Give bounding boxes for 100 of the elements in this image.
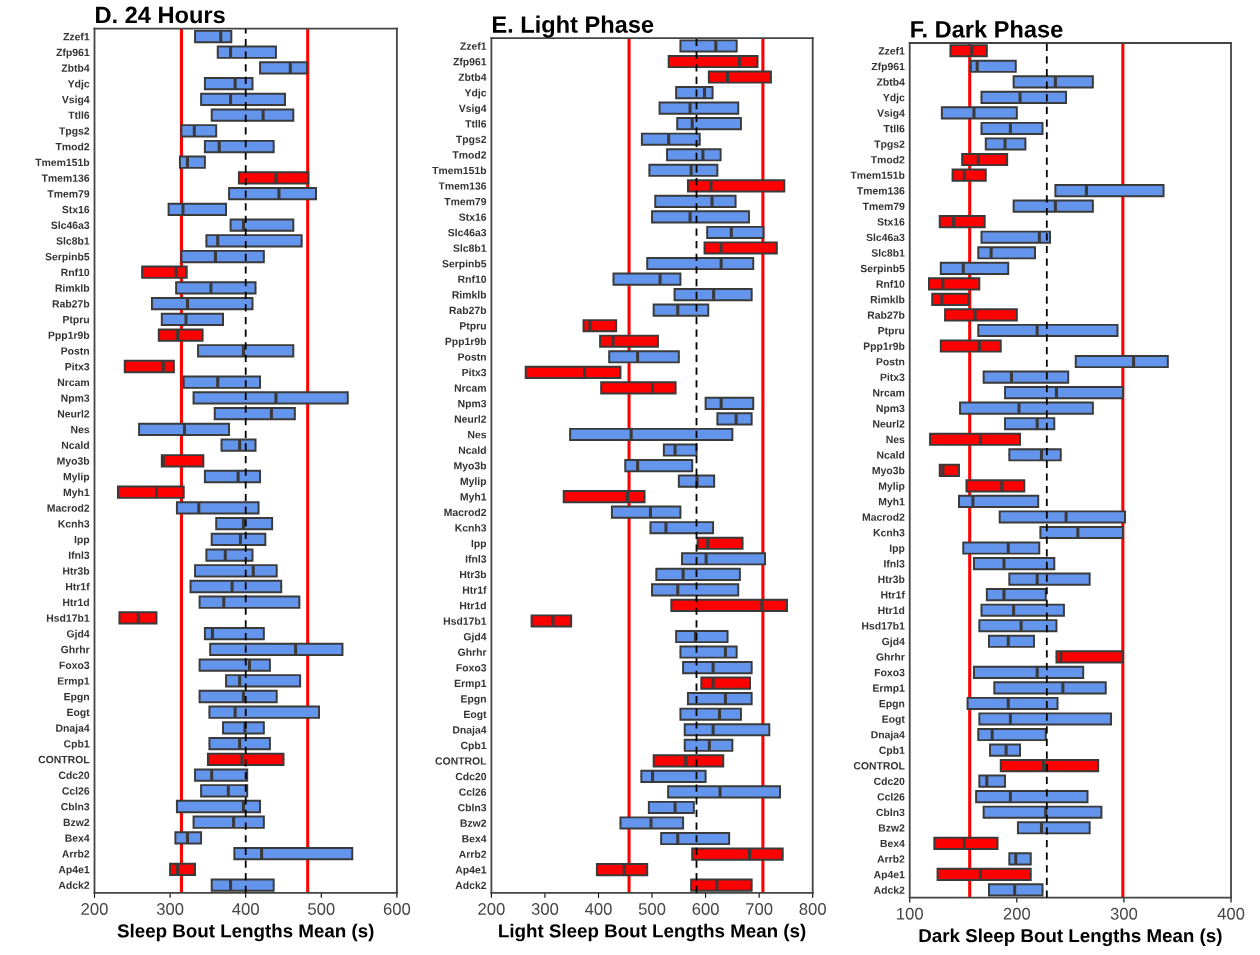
y-tick-label: Epgn xyxy=(879,700,905,710)
y-tick-label: Vsig4 xyxy=(458,104,487,115)
y-tick-label: Neurl2 xyxy=(454,415,487,423)
y-tick-label: Rab27b xyxy=(449,306,487,315)
y-tick-label: Kcnh3 xyxy=(58,519,90,528)
y-tick-label: Htr1f xyxy=(462,586,487,594)
y-tick-label: Myo3b xyxy=(57,457,90,467)
y-tick-label: Ipp xyxy=(471,539,487,550)
y-tick-label: Mylip xyxy=(460,477,487,488)
y-tick-label: Nrcam xyxy=(454,384,486,392)
y-tick-label: Slc8b1 xyxy=(56,237,90,245)
y-tick-label: Cdc20 xyxy=(58,771,90,779)
y-tick-label: Tmod2 xyxy=(870,155,905,164)
x-tick-label: 500 xyxy=(638,903,666,915)
y-tick-label: Ncald xyxy=(61,441,89,449)
y-tick-label: Macrod2 xyxy=(444,508,487,517)
y-tick-label: Hsd17b1 xyxy=(46,614,90,622)
x-axis-title: Dark Sleep Bout Lengths Mean (s) xyxy=(919,928,1222,947)
y-tick-label: Rimklb xyxy=(55,284,90,292)
y-tick-label: Cpb1 xyxy=(64,739,90,750)
y-tick-label: Ipp xyxy=(74,535,90,546)
x-tick-label: 300 xyxy=(531,903,559,915)
y-tick-label: Bzw2 xyxy=(878,824,905,832)
y-tick-label: Tmod2 xyxy=(55,142,90,151)
y-tick-label: Ppp1r9b xyxy=(445,337,487,348)
y-tick-label: Dnaja4 xyxy=(453,725,487,736)
y-tick-label: Ydjc xyxy=(464,88,487,99)
y-tick-label: Ydjc xyxy=(883,93,905,104)
x-tick-label: 800 xyxy=(799,903,826,915)
y-tick-label: Macrod2 xyxy=(862,513,905,521)
y-tick-label: Arrb2 xyxy=(62,849,90,858)
y-tick-label: Ermp1 xyxy=(873,684,905,694)
y-tick-label: Bzw2 xyxy=(460,819,487,827)
y-tick-label: Ifnl3 xyxy=(884,559,905,568)
y-tick-label: Myh1 xyxy=(63,488,90,499)
y-tick-label: Htr3b xyxy=(878,575,905,584)
y-tick-label: Npm3 xyxy=(876,404,905,415)
y-tick-label: Rab27b xyxy=(52,299,90,308)
y-tick-label: Slc46a3 xyxy=(51,221,90,229)
y-tick-label: Npm3 xyxy=(61,394,90,404)
y-tick-label: Dnaja4 xyxy=(871,730,905,741)
y-tick-label: Cpb1 xyxy=(879,746,905,756)
y-tick-label: Vsig4 xyxy=(61,95,90,106)
y-tick-label: Mylip xyxy=(878,482,905,492)
y-tick-label: Cbln3 xyxy=(458,803,487,812)
y-tick-label: Ifnl3 xyxy=(68,551,90,559)
y-tick-label: Rimklb xyxy=(870,295,905,304)
y-tick-label: Zzef1 xyxy=(878,46,905,55)
y-tick-label: Tpgs2 xyxy=(59,127,90,137)
y-tick-label: Nes xyxy=(468,431,487,439)
y-tick-label: Ttll6 xyxy=(883,124,905,133)
y-tick-label: Gjd4 xyxy=(463,632,487,643)
y-tick-label: Zbtb4 xyxy=(458,73,487,81)
y-tick-label: Rnf10 xyxy=(876,280,905,288)
y-tick-label: Stx16 xyxy=(459,213,487,221)
y-tick-label: Ccl26 xyxy=(459,788,487,796)
y-tick-label: Tmem136 xyxy=(41,174,90,182)
y-tick-label: Tmem136 xyxy=(856,187,905,195)
y-tick-label: Ncald xyxy=(877,451,905,459)
y-tick-label: Ermp1 xyxy=(454,679,487,690)
x-tick-label: 700 xyxy=(746,903,773,915)
y-tick-label: Htr1d xyxy=(63,598,89,607)
y-tick-label: Slc8b1 xyxy=(871,249,905,257)
y-tick-label: Ccl26 xyxy=(877,792,905,801)
y-tick-label: Foxo3 xyxy=(874,668,905,677)
x-tick-label: 300 xyxy=(156,903,184,915)
x-tick-label: 200 xyxy=(1003,907,1031,920)
y-tick-label: Zzef1 xyxy=(63,32,90,41)
y-tick-label: Hsd17b1 xyxy=(862,621,905,630)
y-tick-label: Ppp1r9b xyxy=(863,342,905,352)
y-tick-label: Macrod2 xyxy=(47,504,90,512)
y-tick-label: Tmem79 xyxy=(862,202,905,211)
y-tick-label: Zfp961 xyxy=(56,48,90,59)
y-tick-label: Htr3b xyxy=(63,567,90,575)
y-tick-label: Zfp961 xyxy=(871,62,905,73)
chart-title: D. 24 Hours xyxy=(96,6,225,24)
x-tick-label: 600 xyxy=(383,903,411,915)
x-tick-label: 200 xyxy=(81,903,108,915)
y-tick-label: Pitx3 xyxy=(462,368,487,377)
y-tick-label: Mylip xyxy=(63,472,90,483)
y-tick-label: Cpb1 xyxy=(460,741,487,752)
y-tick-label: Cdc20 xyxy=(455,772,487,781)
y-tick-label: Ghrhr xyxy=(61,645,90,654)
x-tick-label: 400 xyxy=(1217,907,1245,920)
y-tick-label: Cbln3 xyxy=(876,808,905,817)
y-tick-label: Ap4e1 xyxy=(455,866,487,876)
y-tick-label: Pitx3 xyxy=(65,362,90,371)
x-tick-label: 600 xyxy=(692,903,719,915)
y-tick-label: Tmem151b xyxy=(432,166,487,175)
x-axis-title: Sleep Bout Lengths Mean (s) xyxy=(117,923,374,942)
y-tick-label: Myh1 xyxy=(460,492,487,503)
y-tick-label: Serpinb5 xyxy=(45,252,90,263)
y-tick-label: Nes xyxy=(71,425,90,434)
y-tick-label: Gjd4 xyxy=(66,629,90,640)
y-tick-label: Ydjc xyxy=(67,79,90,90)
y-tick-label: Slc46a3 xyxy=(448,228,487,237)
y-tick-label: Epgn xyxy=(64,693,89,703)
y-tick-label: Adck2 xyxy=(58,881,90,889)
y-tick-label: Tpgs2 xyxy=(455,135,487,146)
y-tick-label: Ttll6 xyxy=(465,119,487,128)
